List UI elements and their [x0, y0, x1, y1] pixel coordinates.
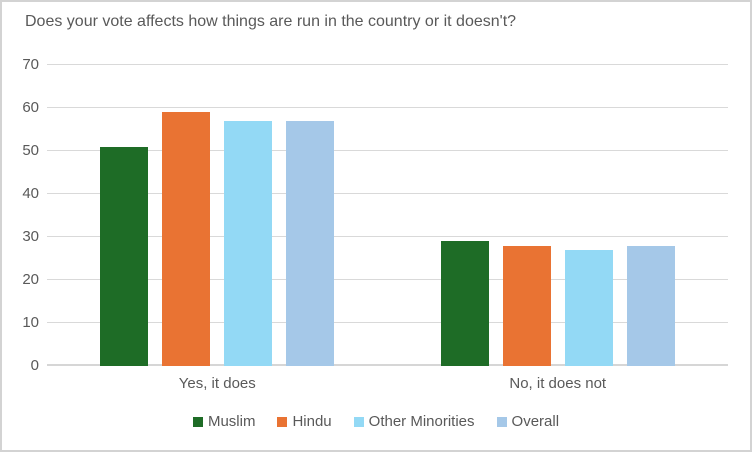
gridline-30 [47, 236, 728, 237]
gridline-10 [47, 322, 728, 323]
chart-title: Does your vote affects how things are ru… [25, 13, 517, 30]
y-tick-label-20: 20 [22, 271, 39, 288]
legend-marker-hindu [277, 416, 288, 427]
y-tick-label-30: 30 [22, 228, 39, 245]
legend-item-overall: Overall [496, 413, 560, 430]
bar-group-no-it-does-not [388, 65, 729, 366]
y-tick-label-40: 40 [22, 185, 39, 202]
bar-muslim-yes-it-does [100, 146, 149, 366]
x-axis-line [47, 364, 728, 366]
legend-marker-overall [496, 416, 507, 427]
y-tick-label-10: 10 [22, 314, 39, 331]
y-tick-label-70: 70 [22, 56, 39, 73]
bar-other-minorities-yes-it-does [224, 120, 273, 366]
y-tick-label-0: 0 [30, 357, 39, 374]
bar-other-minorities-no-it-does-not [564, 249, 613, 366]
legend-label-other-minorities: Other Minorities [368, 413, 475, 430]
gridline-40 [47, 193, 728, 194]
bar-muslim-no-it-does-not [440, 241, 489, 366]
plot-area [47, 64, 729, 366]
legend-item-other-minorities: Other Minorities [353, 413, 475, 430]
gridline-50 [47, 150, 728, 151]
y-tick-label-60: 60 [22, 99, 39, 116]
legend: Muslim Hindu Other Minorities Overall [2, 413, 750, 430]
bar-overall-no-it-does-not [626, 245, 675, 366]
legend-label-muslim: Muslim [207, 413, 256, 430]
legend-marker-other-minorities [353, 416, 364, 427]
legend-item-muslim: Muslim [192, 413, 256, 430]
legend-marker-muslim [192, 416, 203, 427]
bar-hindu-no-it-does-not [502, 245, 551, 366]
bar-group-yes-it-does [47, 65, 388, 366]
gridline-60 [47, 107, 728, 108]
legend-item-hindu: Hindu [277, 413, 332, 430]
y-tick-label-50: 50 [22, 142, 39, 159]
x-category-label-yes-it-does: Yes, it does [178, 375, 256, 392]
gridline-70 [47, 64, 728, 65]
gridline-20 [47, 279, 728, 280]
legend-label-overall: Overall [511, 413, 560, 430]
x-category-label-no-it-does-not: No, it does not [509, 375, 607, 392]
bar-overall-yes-it-does [286, 120, 335, 366]
bar-hindu-yes-it-does [162, 112, 211, 366]
legend-label-hindu: Hindu [292, 413, 332, 430]
